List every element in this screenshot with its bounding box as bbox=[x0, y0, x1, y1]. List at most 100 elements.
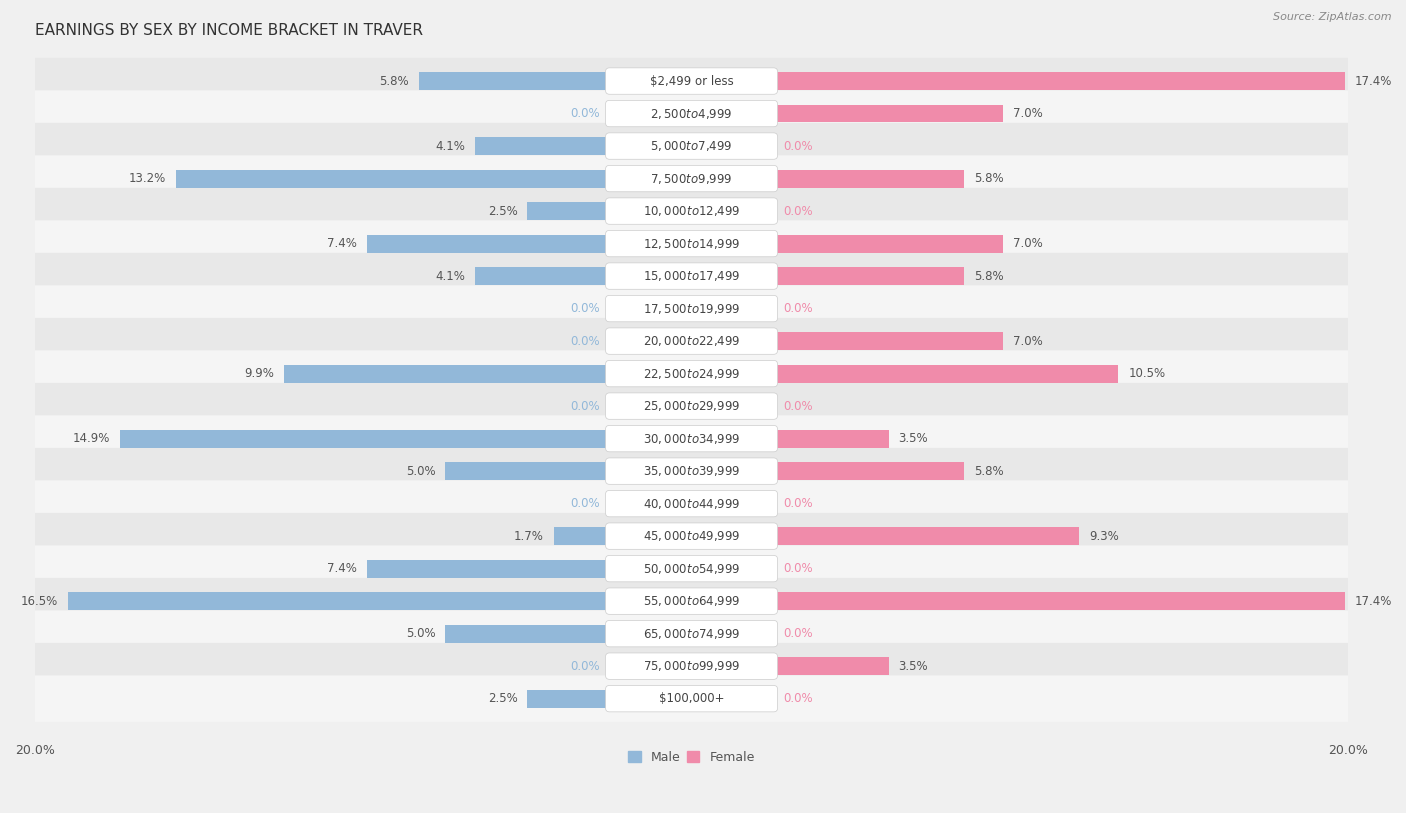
Text: 0.0%: 0.0% bbox=[569, 302, 599, 315]
Bar bbox=[121, 430, 609, 447]
FancyBboxPatch shape bbox=[606, 685, 778, 712]
Text: $17,500 to $19,999: $17,500 to $19,999 bbox=[643, 302, 741, 315]
Text: EARNINGS BY SEX BY INCOME BRACKET IN TRAVER: EARNINGS BY SEX BY INCOME BRACKET IN TRA… bbox=[35, 23, 423, 38]
Bar bbox=[773, 462, 965, 480]
FancyBboxPatch shape bbox=[606, 295, 778, 322]
FancyBboxPatch shape bbox=[35, 123, 1348, 169]
Text: 5.8%: 5.8% bbox=[974, 172, 1004, 185]
Text: 2.5%: 2.5% bbox=[488, 205, 517, 218]
FancyBboxPatch shape bbox=[35, 643, 1348, 689]
Text: $5,000 to $7,499: $5,000 to $7,499 bbox=[651, 139, 733, 153]
Bar bbox=[773, 267, 965, 285]
Text: 5.8%: 5.8% bbox=[974, 270, 1004, 283]
FancyBboxPatch shape bbox=[35, 90, 1348, 137]
FancyBboxPatch shape bbox=[606, 198, 778, 224]
FancyBboxPatch shape bbox=[606, 490, 778, 517]
Text: $15,000 to $17,499: $15,000 to $17,499 bbox=[643, 269, 741, 283]
FancyBboxPatch shape bbox=[35, 253, 1348, 299]
Text: 0.0%: 0.0% bbox=[783, 562, 813, 575]
Text: $2,499 or less: $2,499 or less bbox=[650, 75, 734, 88]
Text: $65,000 to $74,999: $65,000 to $74,999 bbox=[643, 627, 741, 641]
Text: 4.1%: 4.1% bbox=[434, 140, 465, 153]
Bar bbox=[419, 72, 609, 90]
Text: $50,000 to $54,999: $50,000 to $54,999 bbox=[643, 562, 741, 576]
Text: 13.2%: 13.2% bbox=[129, 172, 166, 185]
Text: 17.4%: 17.4% bbox=[1355, 594, 1392, 607]
Text: 17.4%: 17.4% bbox=[1355, 75, 1392, 88]
Bar bbox=[773, 235, 1004, 253]
Text: 7.0%: 7.0% bbox=[1014, 107, 1043, 120]
FancyBboxPatch shape bbox=[35, 383, 1348, 429]
Bar bbox=[773, 592, 1346, 610]
FancyBboxPatch shape bbox=[606, 100, 778, 127]
Text: 2.5%: 2.5% bbox=[488, 692, 517, 705]
Text: 7.0%: 7.0% bbox=[1014, 237, 1043, 250]
FancyBboxPatch shape bbox=[35, 611, 1348, 657]
FancyBboxPatch shape bbox=[606, 393, 778, 420]
FancyBboxPatch shape bbox=[35, 188, 1348, 234]
FancyBboxPatch shape bbox=[606, 263, 778, 289]
Bar bbox=[446, 462, 609, 480]
FancyBboxPatch shape bbox=[35, 58, 1348, 104]
Bar bbox=[527, 689, 609, 707]
Text: $30,000 to $34,999: $30,000 to $34,999 bbox=[643, 432, 741, 446]
Bar bbox=[527, 202, 609, 220]
Bar bbox=[773, 657, 889, 675]
Text: 0.0%: 0.0% bbox=[569, 107, 599, 120]
Text: 0.0%: 0.0% bbox=[783, 302, 813, 315]
Text: 7.0%: 7.0% bbox=[1014, 335, 1043, 348]
FancyBboxPatch shape bbox=[606, 620, 778, 647]
Text: $25,000 to $29,999: $25,000 to $29,999 bbox=[643, 399, 740, 413]
Text: 5.8%: 5.8% bbox=[974, 464, 1004, 477]
FancyBboxPatch shape bbox=[35, 480, 1348, 527]
Text: 7.4%: 7.4% bbox=[326, 562, 357, 575]
FancyBboxPatch shape bbox=[606, 458, 778, 485]
Text: 9.3%: 9.3% bbox=[1088, 529, 1119, 542]
Text: 7.4%: 7.4% bbox=[326, 237, 357, 250]
Text: 3.5%: 3.5% bbox=[898, 433, 928, 445]
Text: $20,000 to $22,499: $20,000 to $22,499 bbox=[643, 334, 741, 348]
FancyBboxPatch shape bbox=[35, 318, 1348, 364]
Bar bbox=[367, 235, 609, 253]
Bar bbox=[773, 72, 1346, 90]
FancyBboxPatch shape bbox=[606, 230, 778, 257]
Text: $55,000 to $64,999: $55,000 to $64,999 bbox=[643, 594, 741, 608]
Text: $2,500 to $4,999: $2,500 to $4,999 bbox=[651, 107, 733, 120]
FancyBboxPatch shape bbox=[35, 513, 1348, 559]
FancyBboxPatch shape bbox=[35, 350, 1348, 397]
Bar bbox=[773, 527, 1078, 545]
Bar bbox=[367, 559, 609, 577]
Legend: Male, Female: Male, Female bbox=[623, 746, 759, 769]
Text: 0.0%: 0.0% bbox=[569, 335, 599, 348]
FancyBboxPatch shape bbox=[606, 425, 778, 452]
Text: 1.7%: 1.7% bbox=[515, 529, 544, 542]
Text: 0.0%: 0.0% bbox=[783, 692, 813, 705]
FancyBboxPatch shape bbox=[35, 285, 1348, 332]
Text: 0.0%: 0.0% bbox=[569, 497, 599, 510]
FancyBboxPatch shape bbox=[606, 523, 778, 550]
FancyBboxPatch shape bbox=[35, 448, 1348, 494]
FancyBboxPatch shape bbox=[606, 360, 778, 387]
Bar bbox=[773, 430, 889, 447]
Text: 0.0%: 0.0% bbox=[569, 400, 599, 413]
Text: 16.5%: 16.5% bbox=[21, 594, 58, 607]
Text: 0.0%: 0.0% bbox=[569, 659, 599, 672]
Text: 0.0%: 0.0% bbox=[783, 497, 813, 510]
Bar bbox=[67, 592, 609, 610]
Bar bbox=[284, 365, 609, 383]
Text: $22,500 to $24,999: $22,500 to $24,999 bbox=[643, 367, 741, 380]
Text: 10.5%: 10.5% bbox=[1128, 367, 1166, 380]
Text: 14.9%: 14.9% bbox=[73, 433, 111, 445]
Bar bbox=[773, 365, 1118, 383]
Text: Source: ZipAtlas.com: Source: ZipAtlas.com bbox=[1274, 12, 1392, 22]
FancyBboxPatch shape bbox=[35, 220, 1348, 267]
Text: 4.1%: 4.1% bbox=[434, 270, 465, 283]
Text: $75,000 to $99,999: $75,000 to $99,999 bbox=[643, 659, 741, 673]
Text: 0.0%: 0.0% bbox=[783, 627, 813, 640]
FancyBboxPatch shape bbox=[35, 676, 1348, 722]
FancyBboxPatch shape bbox=[606, 165, 778, 192]
Bar bbox=[475, 267, 609, 285]
Bar bbox=[773, 170, 965, 188]
Text: 3.5%: 3.5% bbox=[898, 659, 928, 672]
FancyBboxPatch shape bbox=[606, 67, 778, 94]
